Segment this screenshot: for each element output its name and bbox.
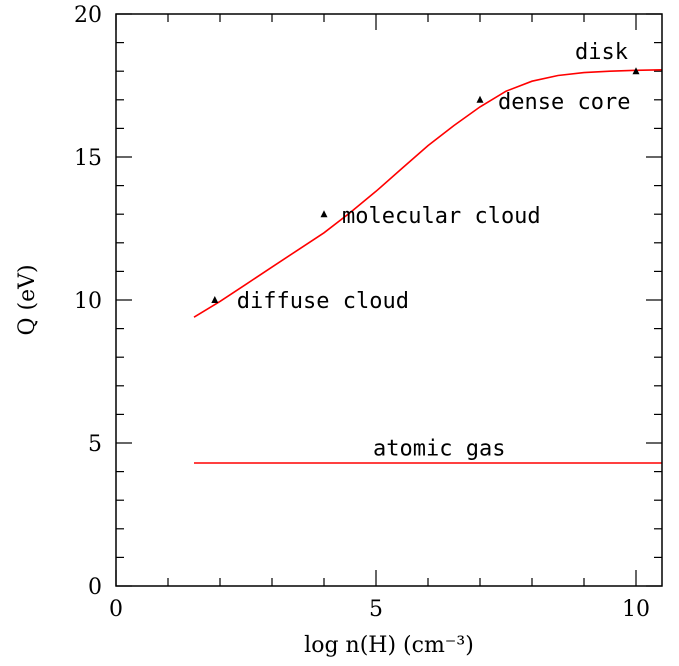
markers — [211, 67, 640, 303]
point-label: disk — [575, 40, 628, 65]
x-tick-label: 0 — [109, 597, 123, 622]
q-curve — [193, 69, 663, 318]
x-axis-label: log n(H) (cm⁻³) — [304, 633, 474, 658]
atomic-gas-label: atomic gas — [373, 437, 505, 462]
y-tick-label: 20 — [74, 3, 102, 28]
y-tick-label: 10 — [74, 289, 102, 314]
point-label: dense core — [498, 90, 630, 115]
y-tick-label: 0 — [88, 575, 102, 600]
y-tick-label: 5 — [88, 432, 102, 457]
curves — [193, 69, 663, 464]
y-tick-label: 15 — [74, 146, 102, 171]
plot-frame — [115, 13, 663, 587]
x-tick-label: 10 — [622, 597, 650, 622]
y-axis-label: Q (eV) — [15, 264, 40, 335]
point-label: diffuse cloud — [237, 289, 409, 314]
point-label: molecular cloud — [342, 204, 541, 229]
triangle-marker — [320, 210, 328, 218]
labels: diffuse cloud molecular cloud dense core di… — [237, 40, 631, 461]
triangle-marker — [211, 296, 219, 303]
triangle-marker — [476, 95, 484, 103]
triangle-marker — [632, 67, 640, 75]
x-tick-label: 5 — [369, 597, 383, 622]
